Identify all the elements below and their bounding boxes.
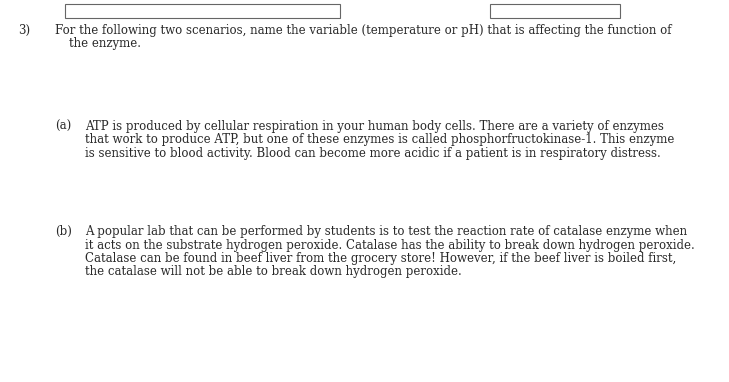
Text: (b): (b) [55,225,72,238]
Bar [490,4,620,18]
Bar [65,4,340,18]
Text: (a): (a) [55,120,71,133]
Text: ATP is produced by cellular respiration in your human body cells. There are a va: ATP is produced by cellular respiration … [85,120,664,133]
Text: the enzyme.: the enzyme. [69,37,141,50]
Text: For the following two scenarios, name the variable (temperature or pH) that is a: For the following two scenarios, name th… [55,24,671,37]
Text: the catalase will not be able to break down hydrogen peroxide.: the catalase will not be able to break d… [85,265,461,278]
Text: Catalase can be found in beef liver from the grocery store! However, if the beef: Catalase can be found in beef liver from… [85,252,677,265]
Text: is sensitive to blood activity. Blood can become more acidic if a patient is in : is sensitive to blood activity. Blood ca… [85,147,660,160]
Text: that work to produce ATP, but one of these enzymes is called phosphorfructokinas: that work to produce ATP, but one of the… [85,133,674,147]
Text: it acts on the substrate hydrogen peroxide. Catalase has the ability to break do: it acts on the substrate hydrogen peroxi… [85,238,695,251]
Text: 3): 3) [18,24,30,37]
Text: A popular lab that can be performed by students is to test the reaction rate of : A popular lab that can be performed by s… [85,225,687,238]
